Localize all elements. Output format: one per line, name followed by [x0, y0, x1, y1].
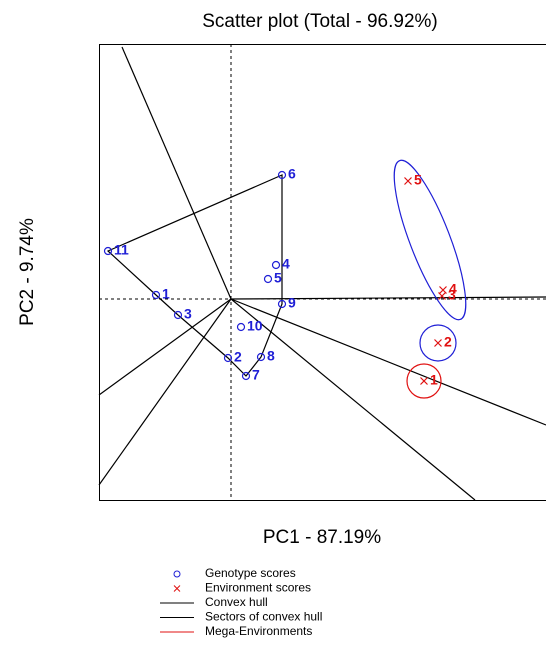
convex-hull — [108, 175, 282, 376]
point-label: 7 — [252, 367, 260, 383]
point-label: 1 — [430, 372, 438, 388]
point-label: 5 — [274, 270, 282, 286]
point-label: 1 — [162, 286, 170, 302]
legend-symbol — [174, 571, 180, 577]
environment-point — [440, 287, 447, 294]
point-label: 9 — [288, 295, 296, 311]
legend-label: Convex hull — [205, 595, 268, 609]
point-label: 4 — [282, 256, 290, 272]
legend-label: Environment scores — [205, 581, 311, 595]
mega-environment-region — [381, 153, 479, 326]
point-label: 11 — [114, 242, 129, 258]
environment-point — [405, 178, 412, 185]
sector-ray — [99, 299, 231, 395]
x-axis-label: PC1 - 87.19% — [263, 527, 381, 548]
environment-point — [435, 340, 442, 347]
legend-label: Mega-Environments — [205, 624, 312, 638]
genotype-point — [265, 276, 272, 283]
plot-frame — [100, 45, 546, 501]
chart-title: Scatter plot (Total - 96.92%) — [202, 11, 438, 32]
point-label: 4 — [449, 281, 457, 297]
sector-ray — [99, 299, 231, 485]
legend-symbol — [174, 586, 180, 592]
environment-point — [421, 378, 428, 385]
legend-label: Genotype scores — [205, 566, 296, 580]
point-label: 6 — [288, 166, 296, 182]
sector-ray — [122, 47, 231, 299]
genotype-point — [238, 324, 245, 331]
point-label: 3 — [184, 306, 192, 322]
point-label: 5 — [414, 172, 422, 188]
sector-ray — [231, 299, 475, 500]
point-label: 10 — [247, 318, 263, 334]
legend-label: Sectors of convex hull — [205, 610, 322, 624]
sector-ray — [231, 299, 546, 425]
y-axis-label: PC2 - 9.74% — [17, 218, 38, 326]
point-label: 2 — [234, 349, 242, 365]
point-label: 8 — [267, 348, 275, 364]
genotype-point — [273, 262, 280, 269]
point-label: 2 — [444, 334, 452, 350]
